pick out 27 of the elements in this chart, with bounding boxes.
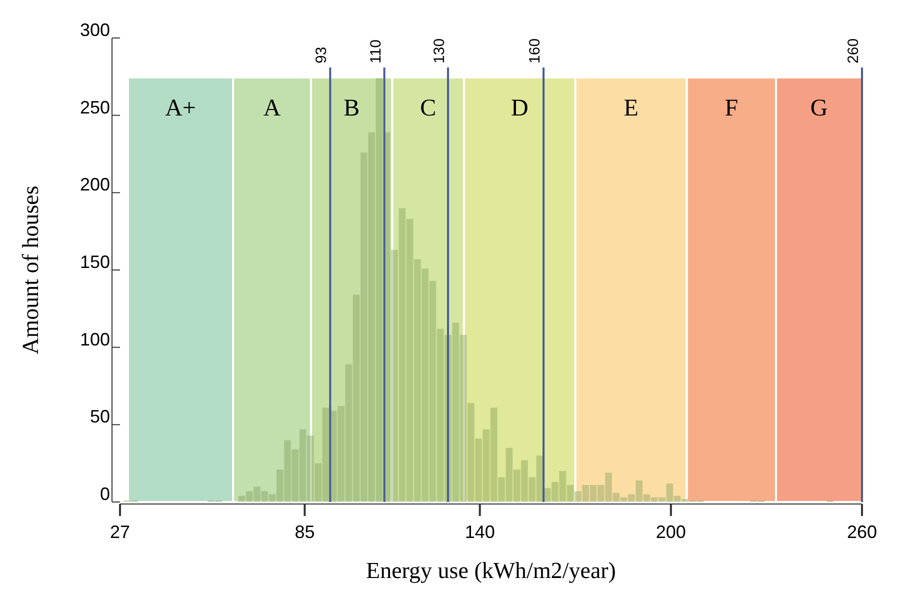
ref-line-label: 130 xyxy=(431,38,448,64)
y-axis-title: Amount of houses xyxy=(18,186,43,354)
band-label: A xyxy=(263,95,282,122)
x-tick-label: 260 xyxy=(846,522,878,542)
x-tick-label: 140 xyxy=(464,522,495,542)
x-tick-label: 85 xyxy=(294,522,315,542)
y-tick-label: 300 xyxy=(80,20,110,40)
ref-line-label: 260 xyxy=(845,38,862,64)
band-label: C xyxy=(420,95,436,122)
band-label: B xyxy=(344,95,360,122)
band-label: D xyxy=(510,95,528,122)
ref-line-label: 93 xyxy=(313,46,330,64)
y-tick-label: 150 xyxy=(80,252,110,272)
band-label: G xyxy=(810,95,828,122)
x-axis-title: Energy use (kWh/m2/year) xyxy=(366,558,616,583)
band-label: A+ xyxy=(165,95,196,122)
x-tick-label: 27 xyxy=(110,522,130,542)
y-tick-label: 50 xyxy=(90,406,110,427)
x-tick-label: 200 xyxy=(656,522,686,542)
y-tick-label: 100 xyxy=(80,329,110,350)
band-label: F xyxy=(724,95,738,122)
y-tick-label: 200 xyxy=(80,174,110,195)
ref-line-label: 110 xyxy=(367,40,384,64)
ref-line-label: 160 xyxy=(526,38,544,64)
y-tick-label: 250 xyxy=(80,97,110,118)
band-label: E xyxy=(624,95,638,122)
y-tick-label: 0 xyxy=(100,484,110,504)
